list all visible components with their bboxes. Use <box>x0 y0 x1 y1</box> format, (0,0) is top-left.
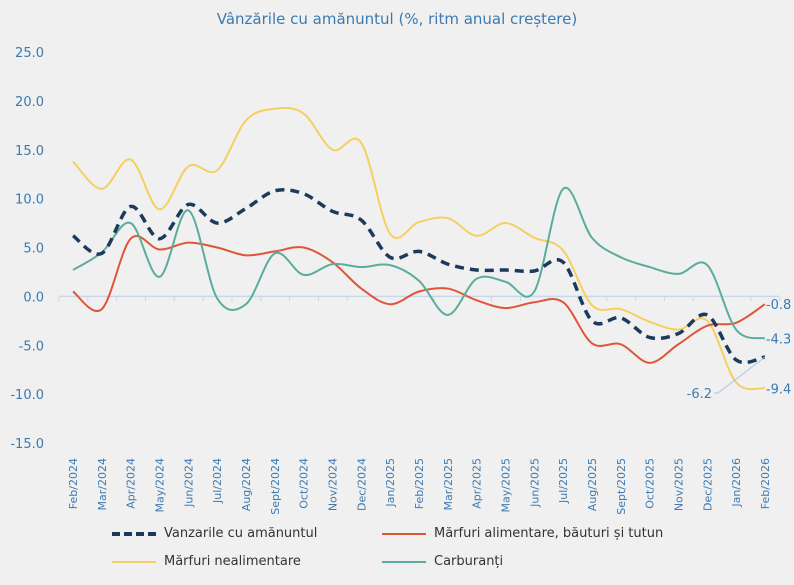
legend-label: Vanzarile cu amănuntul <box>164 526 318 541</box>
x-tick-label: Dec/2024 <box>355 458 368 511</box>
x-tick-label: Mar/2024 <box>96 458 109 510</box>
x-tick-label: May/2024 <box>153 458 166 512</box>
chart-title: Vânzările cu amănuntul (%, ritm anual cr… <box>216 10 578 28</box>
legend-swatch <box>382 532 426 535</box>
end-label-total: -6.2 <box>687 387 712 402</box>
y-tick-label: 10.0 <box>15 193 44 208</box>
x-tick-label: Aug/2025 <box>586 458 599 511</box>
legend-item-1: Mărfuri alimentare, băuturi și tutun <box>382 526 663 541</box>
legend-item-0: Vanzarile cu amănuntul <box>112 526 317 541</box>
y-tick-label: 15.0 <box>15 144 44 159</box>
y-tick-label: 25.0 <box>15 46 44 61</box>
legend-item-2: Mărfuri nealimentare <box>112 554 301 569</box>
x-tick-label: Aug/2024 <box>240 458 253 511</box>
legend-swatch <box>112 531 156 536</box>
x-tick-label: Jan/2025 <box>384 458 397 508</box>
x-tick-label: Dec/2025 <box>701 458 714 511</box>
x-tick-label: Feb/2025 <box>413 458 426 509</box>
x-tick-label: Nov/2025 <box>672 458 685 511</box>
y-tick-label: -15.0 <box>10 437 44 452</box>
x-tick-label: Sept/2024 <box>269 458 282 515</box>
x-tick-label: Nov/2024 <box>326 458 339 511</box>
series-line-2 <box>72 106 766 391</box>
legend-swatch <box>112 560 156 563</box>
end-label-fuel: -4.3 <box>766 332 791 347</box>
end-label-food: -0.8 <box>766 298 791 313</box>
x-tick-label: Jul/2024 <box>211 458 224 504</box>
x-tick-label: Apr/2025 <box>471 458 484 509</box>
x-tick-label: Jan/2026 <box>730 458 743 508</box>
x-tick-label: Jun/2024 <box>182 458 195 508</box>
legend-label: Mărfuri nealimentare <box>164 554 301 569</box>
x-tick-label: Apr/2024 <box>125 458 138 509</box>
x-tick-label: Feb/2024 <box>67 458 80 509</box>
x-tick-label: Sept/2025 <box>615 458 628 515</box>
legend-label: Mărfuri alimentare, băuturi și tutun <box>434 526 664 541</box>
x-tick-label: Feb/2026 <box>759 458 772 509</box>
series-line-3 <box>72 186 766 340</box>
y-tick-label: 20.0 <box>15 95 44 110</box>
x-tick-label: Jul/2025 <box>557 458 570 504</box>
x-tick-label: Mar/2025 <box>442 458 455 510</box>
end-label-nonfood: -9.4 <box>766 382 791 397</box>
legend-label: Carburanți <box>434 554 504 569</box>
x-tick-label: May/2025 <box>499 458 512 512</box>
leader-line <box>714 356 766 394</box>
y-tick-label: -5.0 <box>19 339 44 354</box>
legend-swatch <box>382 560 426 563</box>
x-tick-label: Oct/2025 <box>644 458 657 509</box>
y-tick-label: -10.0 <box>10 388 44 403</box>
x-tick-label: Jun/2025 <box>528 458 541 508</box>
series-line-0 <box>71 188 766 365</box>
x-tick-label: Oct/2024 <box>298 458 311 509</box>
y-tick-label: 5.0 <box>23 242 44 257</box>
y-tick-label: 0.0 <box>23 290 44 305</box>
legend-item-3: Carburanți <box>382 554 503 569</box>
series-line-1 <box>72 235 766 364</box>
